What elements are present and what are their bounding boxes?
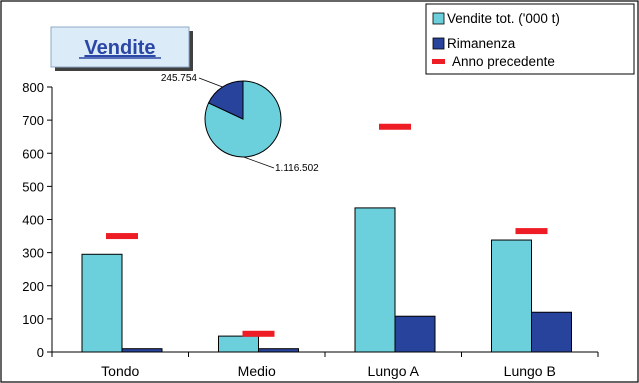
bar-rimanenza: [394, 315, 436, 353]
chart-title: Vendite: [84, 37, 155, 59]
x-category-label: Tondo: [101, 363, 139, 379]
pie-label: 245.754: [161, 73, 198, 84]
prev-year-marker: [515, 228, 548, 235]
prev-year-marker: [242, 330, 275, 337]
y-tick-label: 300: [22, 246, 44, 261]
y-tick-label: 100: [22, 312, 44, 327]
legend-swatch-rimanenza: [432, 37, 445, 50]
legend-swatch-vendite: [432, 12, 445, 25]
legend: Vendite tot. ('000 t) Rimanenza Anno pre…: [425, 3, 635, 75]
pie-leader-line: [243, 156, 275, 169]
legend-swatch-anno-precedente: [432, 59, 445, 64]
bar-rimanenza: [258, 348, 299, 353]
pie-slice: [207, 80, 244, 120]
legend-label-vendite: Vendite tot. ('000 t): [447, 11, 560, 26]
x-categories: Tondo Medio Lungo A Lungo B: [51, 352, 599, 379]
title-box: Vendite: [50, 26, 193, 71]
inset-pie: 1.116.502 245.754: [161, 73, 319, 174]
bar-rimanenza: [531, 311, 572, 353]
y-tick-label: 800: [22, 80, 44, 95]
y-tick-label: 500: [22, 179, 44, 194]
bar-vendite: [491, 239, 532, 353]
y-ticks: 0 100 200 300 400 500 600 700 800: [22, 80, 52, 360]
legend-label-rimanenza: Rimanenza: [447, 36, 516, 51]
x-category-label: Lungo B: [504, 363, 556, 379]
y-tick-label: 700: [22, 113, 44, 128]
pie-leader-line: [198, 77, 223, 88]
bars: [81, 207, 572, 353]
pie-label: 1.116.502: [275, 163, 319, 174]
prev-year-markers: [106, 123, 548, 337]
bar-vendite: [354, 207, 396, 353]
y-tick-label: 200: [22, 279, 44, 294]
legend-box: [425, 3, 635, 75]
bar-rimanenza: [121, 348, 163, 353]
bar-vendite: [218, 335, 259, 353]
y-tick-label: 0: [37, 345, 44, 360]
prev-year-marker: [106, 233, 138, 240]
legend-label-anno-precedente: Anno precedente: [452, 54, 555, 69]
prev-year-marker: [379, 123, 411, 130]
title-box-bg: [50, 26, 190, 68]
x-category-label: Lungo A: [368, 363, 420, 379]
bar-vendite: [81, 253, 123, 353]
y-tick-label: 600: [22, 146, 44, 161]
y-tick-label: 400: [22, 213, 44, 228]
x-category-label: Medio: [238, 363, 276, 379]
